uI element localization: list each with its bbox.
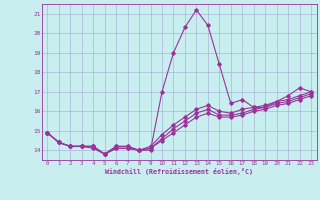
X-axis label: Windchill (Refroidissement éolien,°C): Windchill (Refroidissement éolien,°C) (105, 168, 253, 175)
